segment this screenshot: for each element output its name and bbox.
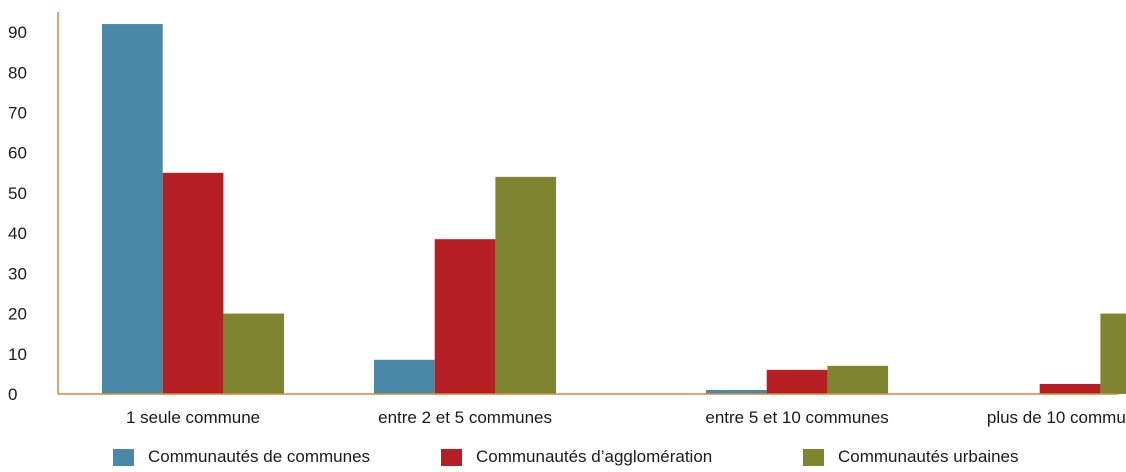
- y-tick-label: 90: [8, 23, 27, 42]
- legend: Communautés de communes Communautés d’ag…: [0, 447, 1126, 472]
- x-tick-label: entre 2 et 5 communes: [378, 408, 552, 427]
- legend-item-communautes-de-communes: Communautés de communes: [113, 447, 370, 467]
- x-tick-label: entre 5 et 10 communes: [705, 408, 888, 427]
- y-tick-label: 60: [8, 144, 27, 163]
- bar-chart: 0 10 20 30 40 50 60 70 80 90 1 seule commune entre…: [8, 12, 1126, 427]
- legend-swatch: [803, 448, 824, 466]
- bar: [434, 239, 496, 394]
- bar: [706, 389, 767, 394]
- x-tick-label: plus de 10 communes: [987, 408, 1126, 427]
- x-tick-label: 1 seule commune: [126, 408, 260, 427]
- legend-item-communautes-d-agglomeration: Communautés d’agglomération: [441, 447, 712, 467]
- y-tick-label: 30: [8, 264, 27, 283]
- x-axis-ticks: 1 seule commune entre 2 et 5 communes entr…: [126, 408, 1126, 427]
- bar: [495, 176, 557, 394]
- bar: [374, 359, 435, 394]
- legend-label: Communautés urbaines: [838, 447, 1019, 466]
- y-tick-label: 10: [8, 345, 27, 364]
- legend-swatch: [113, 448, 134, 466]
- y-tick-label: 80: [8, 63, 27, 82]
- y-axis-ticks: 0 10 20 30 40 50 60 70 80 90: [8, 23, 27, 404]
- bar: [162, 172, 224, 394]
- bar: [1039, 383, 1101, 394]
- y-tick-label: 50: [8, 184, 27, 203]
- bar: [223, 313, 285, 394]
- bar: [766, 369, 828, 394]
- legend-label: Communautés de communes: [148, 447, 371, 466]
- legend-item-communautes-urbaines: Communautés urbaines: [803, 447, 1018, 467]
- bar: [102, 24, 163, 394]
- legend-swatch: [441, 448, 462, 466]
- bars: [102, 24, 1126, 394]
- bar: [1100, 313, 1126, 394]
- y-tick-label: 40: [8, 224, 27, 243]
- bar: [827, 365, 889, 394]
- y-tick-label: 0: [8, 385, 17, 404]
- y-tick-label: 20: [8, 305, 27, 324]
- legend-label: Communautés d’agglomération: [476, 447, 713, 466]
- y-tick-label: 70: [8, 104, 27, 123]
